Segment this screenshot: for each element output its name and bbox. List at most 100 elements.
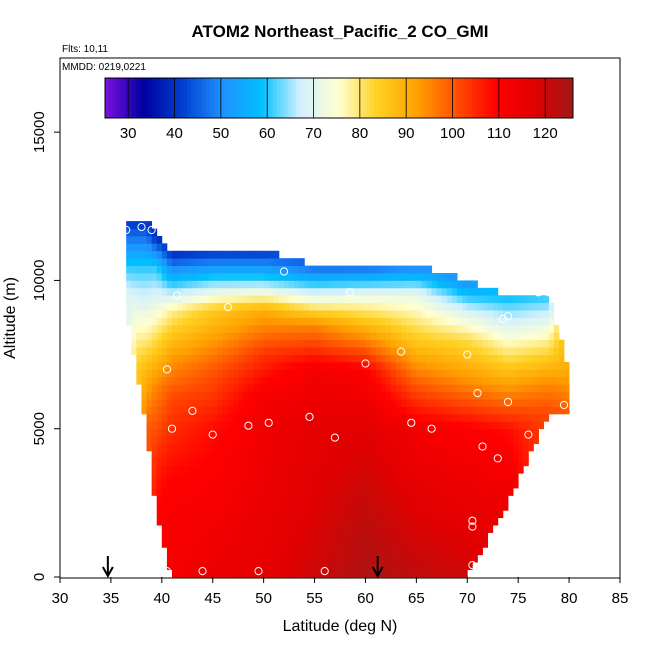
heatmap-cell	[258, 347, 265, 355]
heatmap-cell	[370, 354, 377, 363]
heatmap-cell	[172, 399, 178, 407]
heatmap-cell	[166, 539, 173, 548]
heatmap-cell	[222, 287, 229, 296]
heatmap-cell	[217, 443, 224, 452]
heatmap-cell	[375, 517, 382, 526]
heatmap-cell	[355, 413, 361, 422]
heatmap-cell	[558, 369, 565, 378]
heatmap-cell	[319, 295, 326, 304]
heatmap-cell	[416, 473, 422, 482]
heatmap-cell	[426, 310, 433, 318]
heatmap-cell	[472, 347, 478, 355]
heatmap-cell	[187, 473, 193, 482]
heatmap-cell	[172, 361, 178, 370]
heatmap-cell	[533, 332, 539, 341]
heatmap-cell	[436, 473, 443, 482]
heatmap-cell	[380, 369, 387, 378]
heatmap-cell	[431, 443, 438, 452]
heatmap-cell	[370, 384, 377, 393]
heatmap-cell	[177, 480, 183, 489]
heatmap-cell	[421, 413, 427, 422]
heatmap-cell	[375, 473, 382, 482]
heatmap-cell	[233, 339, 239, 348]
heatmap-cell	[564, 391, 570, 400]
heatmap-cell	[197, 532, 203, 541]
heatmap-cell	[202, 413, 209, 422]
heatmap-cell	[446, 287, 453, 296]
heatmap-cell	[161, 539, 168, 548]
heatmap-cell	[212, 376, 219, 385]
heatmap-cell	[228, 361, 234, 370]
heatmap-cell	[197, 347, 203, 355]
heatmap-cell	[166, 347, 173, 355]
heatmap-cell	[161, 510, 168, 519]
heatmap-cell	[304, 354, 310, 363]
heatmap-cell	[161, 376, 168, 385]
heatmap-cell	[472, 399, 478, 407]
x-tick-label: 30	[52, 590, 69, 607]
heatmap-cell	[182, 258, 188, 266]
heatmap-cell	[548, 332, 555, 341]
heatmap-cell	[396, 458, 402, 467]
heatmap-cell	[263, 332, 270, 341]
heatmap-cell	[273, 324, 280, 333]
colorbar-segment	[292, 78, 297, 118]
heatmap-cell	[497, 502, 504, 511]
heatmap-cell	[436, 450, 443, 459]
heatmap-cell	[396, 399, 402, 407]
heatmap-cell	[426, 287, 433, 296]
heatmap-cell	[263, 317, 270, 326]
heatmap-cell	[161, 488, 168, 496]
heatmap-cell	[533, 354, 539, 363]
heatmap-cell	[385, 347, 392, 355]
heatmap-cell	[192, 369, 198, 378]
heatmap-cell	[411, 295, 417, 304]
heatmap-cell	[258, 421, 265, 430]
colorbar-segment	[159, 78, 164, 118]
heatmap-cell	[207, 465, 214, 474]
heatmap-cell	[146, 354, 153, 363]
heatmap-cell	[452, 332, 458, 341]
heatmap-cell	[523, 339, 529, 348]
heatmap-cell	[324, 287, 331, 296]
heatmap-cell	[446, 347, 453, 355]
heatmap-cell	[340, 273, 346, 281]
heatmap-cell	[273, 302, 280, 311]
heatmap-cell	[426, 376, 433, 385]
heatmap-cell	[446, 376, 453, 385]
heatmap-cell	[360, 532, 366, 541]
heatmap-cell	[278, 339, 285, 348]
heatmap-cell	[151, 369, 158, 378]
heatmap-cell	[543, 369, 550, 378]
heatmap-cell	[436, 399, 443, 407]
heatmap-cell	[436, 539, 443, 548]
heatmap-cell	[263, 295, 270, 304]
heatmap-cell	[187, 369, 193, 378]
heatmap-cell	[467, 450, 473, 459]
heatmap-cell	[548, 399, 555, 407]
heatmap-cell	[309, 532, 315, 541]
heatmap-cell	[146, 428, 153, 437]
heatmap-cell	[396, 436, 402, 444]
heatmap-cell	[202, 406, 209, 415]
heatmap-cell	[345, 495, 351, 504]
heatmap-cell	[314, 317, 321, 326]
heatmap-cell	[248, 473, 254, 482]
heatmap-cell	[228, 428, 234, 437]
heatmap-cell	[334, 554, 341, 563]
heatmap-cell	[126, 235, 132, 244]
heatmap-cell	[263, 539, 270, 548]
heatmap-cell	[309, 361, 315, 370]
heatmap-cell	[436, 273, 443, 281]
heatmap-cell	[487, 384, 494, 393]
heatmap-cell	[141, 265, 147, 274]
heatmap-cell	[207, 443, 214, 452]
heatmap-cell	[421, 384, 427, 393]
heatmap-cell	[182, 391, 188, 400]
heatmap-cell	[207, 258, 214, 266]
heatmap-cell	[289, 361, 295, 370]
heatmap-cell	[243, 443, 249, 452]
heatmap-cell	[233, 310, 239, 318]
heatmap-cell	[360, 458, 366, 467]
heatmap-cell	[314, 465, 321, 474]
